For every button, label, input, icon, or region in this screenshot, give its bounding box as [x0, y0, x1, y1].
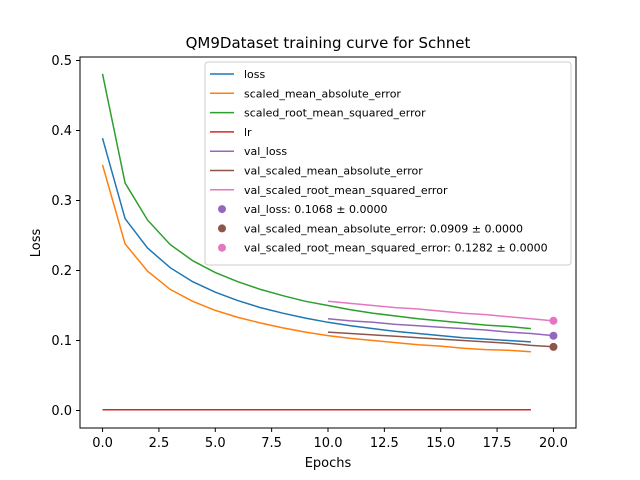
x-tick-label: 5.0: [205, 436, 226, 451]
final-point-2: [549, 316, 558, 325]
legend-label: val_scaled_root_mean_squared_error: [244, 184, 448, 197]
x-axis-label: Epochs: [305, 456, 352, 471]
y-axis-label: Loss: [29, 229, 44, 258]
chart-title: QM9Dataset training curve for Schnet: [186, 34, 471, 52]
legend-label: lr: [244, 126, 252, 139]
x-tick-label: 17.5: [483, 436, 512, 451]
legend-label: val_scaled_mean_absolute_error: 0.0909 ±…: [244, 222, 523, 235]
series-line-scaled-mean-absolute-error: [101, 164, 531, 353]
final-point-1: [549, 342, 558, 351]
legend-swatch-point: [218, 224, 226, 233]
legend-box: [204, 61, 572, 266]
legend-label: val_scaled_root_mean_squared_error: 0.12…: [244, 242, 548, 255]
x-tick-label: 12.5: [370, 436, 399, 451]
legend-label: val_loss: [244, 145, 287, 158]
series-line-val-scaled-mean-absolute-error: [327, 331, 554, 348]
y-tick-label: 0.1: [51, 334, 72, 349]
y-tick-label: 0.5: [51, 54, 72, 69]
x-tick-label: 10.0: [314, 436, 343, 451]
x-tick-label: 0.0: [92, 436, 113, 451]
series-line-val-loss: [327, 318, 554, 337]
legend-label: scaled_root_mean_squared_error: [244, 107, 426, 120]
legend-swatch-point: [218, 205, 226, 214]
series-line-scaled-root-mean-squared-error: [101, 73, 531, 330]
legend-label: loss: [244, 68, 266, 81]
x-tick-label: 7.5: [261, 436, 282, 451]
legend-swatch-point: [218, 243, 226, 252]
legend-label: val_scaled_mean_absolute_error: [244, 165, 423, 178]
legend-label: val_loss: 0.1068 ± 0.0000: [244, 203, 387, 216]
legend-label: scaled_mean_absolute_error: [244, 87, 401, 100]
y-tick-label: 0.3: [51, 194, 72, 209]
series-line-loss: [101, 137, 531, 343]
x-tick-label: 20.0: [539, 436, 568, 451]
y-tick-label: 0.0: [51, 404, 72, 419]
legend: loss scaled_mean_absolute_error scaled_roo…: [204, 61, 572, 266]
series-line-val-scaled-root-mean-squared-error: [327, 300, 554, 322]
x-tick-label: 15.0: [426, 436, 455, 451]
y-tick-label: 0.2: [51, 264, 72, 279]
y-tick-label: 0.4: [51, 124, 72, 139]
x-tick-label: 2.5: [149, 436, 170, 451]
final-point-0: [549, 331, 558, 340]
